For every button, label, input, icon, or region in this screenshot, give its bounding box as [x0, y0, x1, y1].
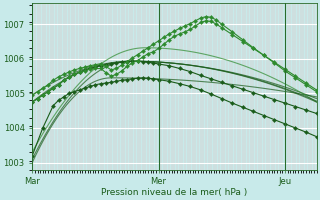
X-axis label: Pression niveau de la mer( hPa ): Pression niveau de la mer( hPa )	[101, 188, 247, 197]
